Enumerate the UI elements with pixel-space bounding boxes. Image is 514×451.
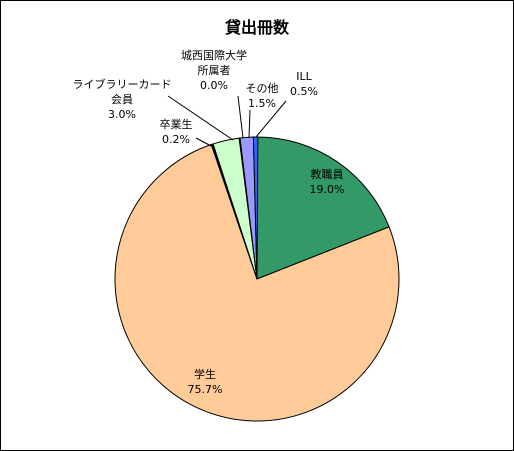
slice-name-label: 教職員 <box>311 168 344 181</box>
leader-line <box>255 100 287 138</box>
pie-slice <box>114 143 400 422</box>
slice-value-label: 0.5% <box>290 85 318 98</box>
slice-value-label: 1.5% <box>248 97 276 110</box>
slice-name-label: 学生 <box>194 367 216 381</box>
leader-line <box>167 95 234 141</box>
slice-value-label: 19.0% <box>310 183 345 196</box>
slice-value-label: 75.7% <box>188 383 223 396</box>
slice-name-label: ILL <box>296 70 312 83</box>
slice-name-label: ライブラリーカード <box>73 77 172 91</box>
pie-slice <box>256 136 390 280</box>
leader-line <box>195 137 214 148</box>
slice-name-label: 所属者 <box>198 64 231 77</box>
slice-value-label: 0.0% <box>200 79 228 92</box>
slice-name-label: 会員 <box>111 93 133 106</box>
pie-slice <box>252 136 259 280</box>
leader-line <box>237 95 244 139</box>
leader-line <box>248 109 251 139</box>
slice-name-label: 城西国際大学 <box>181 48 247 62</box>
slice-value-label: 0.2% <box>162 133 190 146</box>
chart-title: 貸出冊数 <box>224 18 289 37</box>
slice-value-label: 3.0% <box>108 108 136 121</box>
slice-name-label: 卒業生 <box>160 117 193 131</box>
slice-name-label: その他 <box>246 82 279 95</box>
